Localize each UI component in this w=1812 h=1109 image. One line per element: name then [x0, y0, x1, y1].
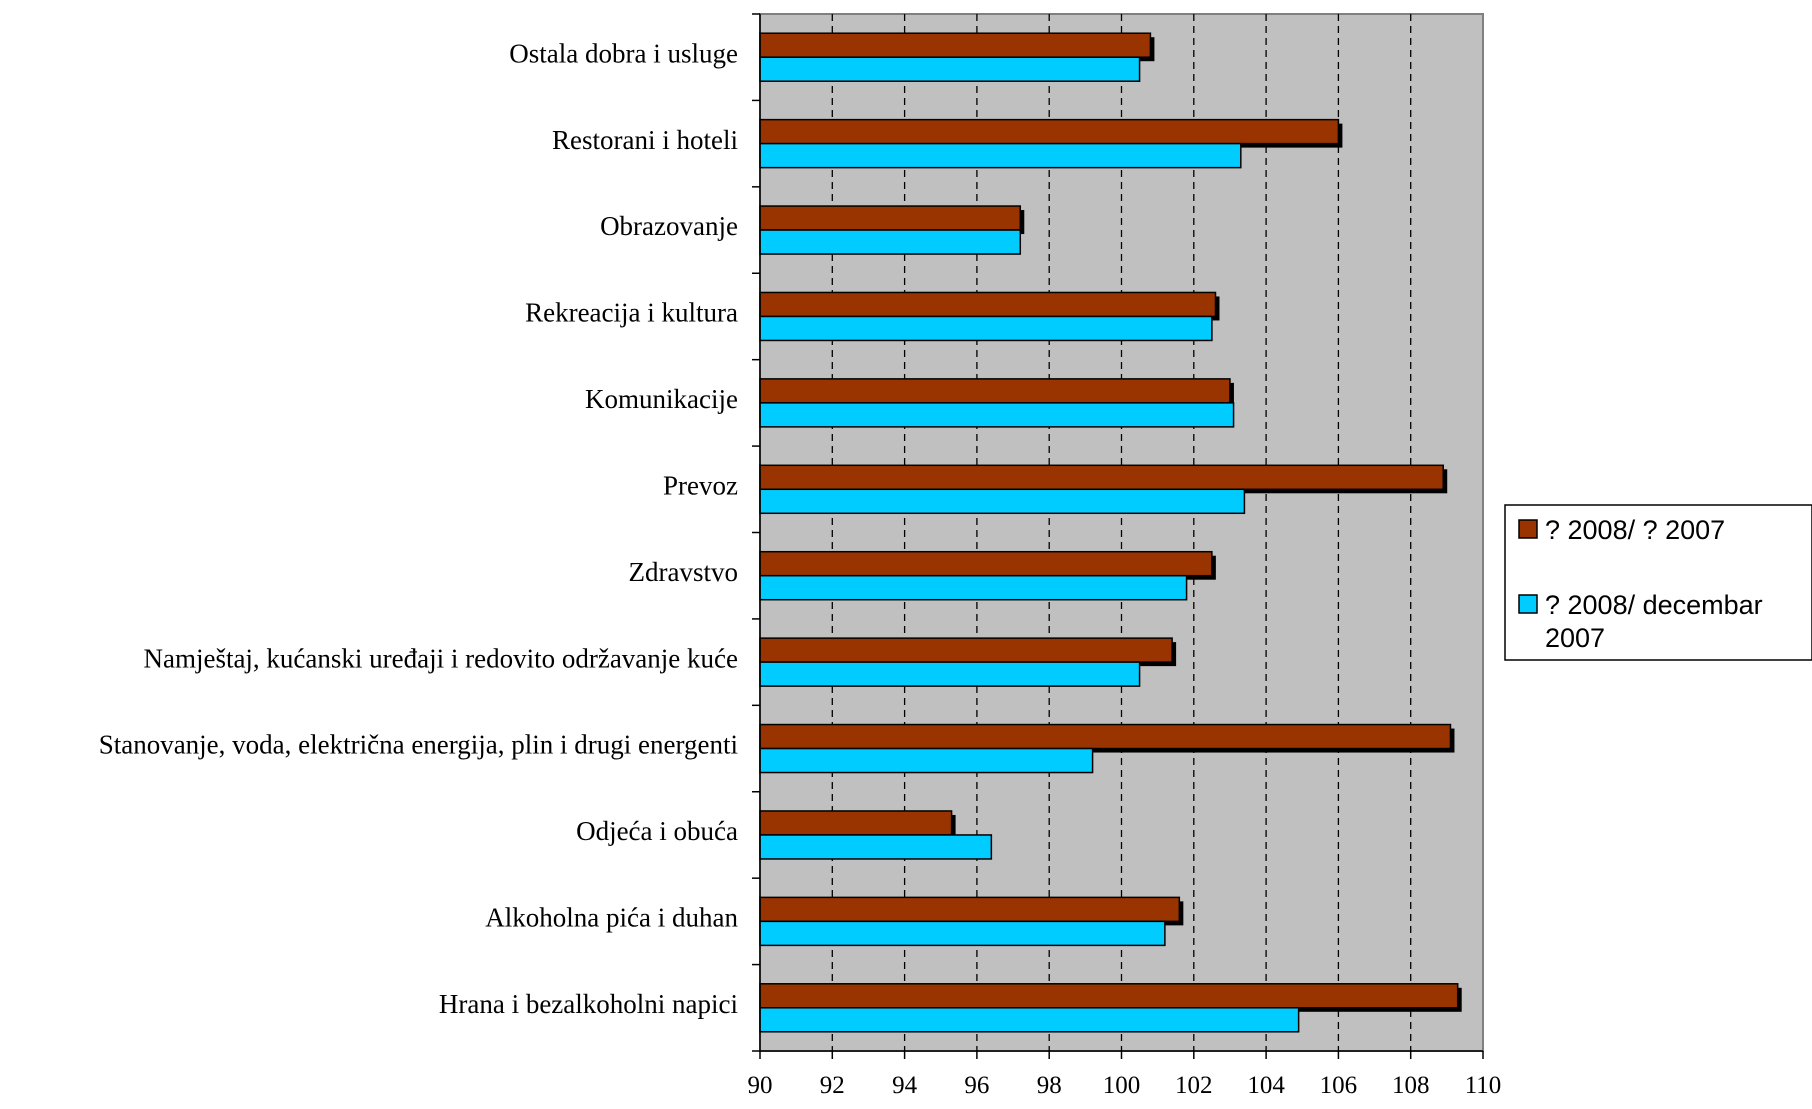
x-tick-label: 106 — [1320, 1072, 1358, 1099]
legend-label: ? 2008/ ? 2007 — [1545, 515, 1725, 545]
bar-series-2 — [759, 574, 1188, 601]
category-label: Alkoholna pića i duhan — [485, 903, 738, 933]
category-label: Restorani i hoteli — [552, 125, 738, 155]
category-label: Obrazovanje — [600, 211, 738, 241]
bar-series-2 — [759, 747, 1094, 774]
x-tick-labels: 90 92 94 96 98 100 102 104 106 108 110 — [748, 1072, 1502, 1099]
category-label: Stanovanje, voda, električna energija, p… — [99, 730, 738, 760]
category-label: Rekreacija i kultura — [525, 298, 738, 328]
bar-series-1 — [759, 118, 1340, 145]
bar-series-1 — [759, 810, 953, 836]
category-label: Prevoz — [663, 470, 738, 500]
bar-series-2 — [759, 56, 1141, 82]
x-tick-label: 100 — [1103, 1072, 1141, 1099]
legend-label: ? 2008/ decembar — [1545, 590, 1763, 620]
bar-series-2 — [759, 488, 1246, 515]
bar-series-1 — [759, 896, 1181, 923]
legend-swatch — [1518, 594, 1538, 614]
category-label: Ostala dobra i usluge — [509, 38, 738, 68]
legend-box — [1504, 504, 1812, 661]
grid-lines — [831, 14, 1412, 1051]
bar-series-2 — [759, 661, 1141, 687]
axes — [752, 13, 1484, 1059]
bar-series-1 — [759, 291, 1217, 318]
bar-series-1 — [759, 637, 1173, 663]
bar-series-2 — [759, 315, 1213, 342]
x-tick-label: 108 — [1392, 1072, 1430, 1099]
bar-series-1 — [759, 378, 1231, 404]
x-tick-label: 110 — [1465, 1072, 1502, 1099]
legend-label: 2007 — [1545, 623, 1605, 653]
bar-series-2 — [759, 834, 993, 860]
category-label: Komunikacije — [585, 384, 738, 414]
legend-swatch — [1518, 519, 1538, 539]
x-tick-label: 104 — [1247, 1072, 1285, 1099]
bar-series-1 — [759, 464, 1444, 491]
x-tick-label: 90 — [748, 1072, 773, 1099]
bar-series-1 — [759, 723, 1452, 750]
x-tick-label: 94 — [892, 1072, 918, 1099]
bars — [759, 32, 1462, 1033]
x-tick-label: 92 — [820, 1072, 845, 1099]
bar-series-1 — [759, 550, 1213, 577]
bar-series-2 — [759, 142, 1242, 169]
x-tick-label: 102 — [1175, 1072, 1213, 1099]
bar-series-2 — [759, 402, 1235, 428]
category-label: Odjeća i obuća — [576, 816, 738, 846]
bar-series-1 — [759, 205, 1022, 231]
category-labels: Ostala dobra i usluge Restorani i hoteli O… — [99, 38, 739, 1019]
bar-series-2 — [759, 1007, 1300, 1033]
bar-series-2 — [759, 920, 1166, 947]
category-label: Hrana i bezalkoholni napici — [439, 989, 738, 1019]
x-tick-label: 98 — [1037, 1072, 1062, 1099]
bar-series-1 — [759, 32, 1152, 58]
category-label: Namještaj, kućanski uređaji i redovito o… — [143, 643, 738, 673]
bar-series-1 — [759, 983, 1459, 1009]
bar-series-2 — [759, 229, 1022, 255]
x-tick-label: 96 — [964, 1072, 989, 1099]
category-label: Zdravstvo — [629, 557, 738, 587]
